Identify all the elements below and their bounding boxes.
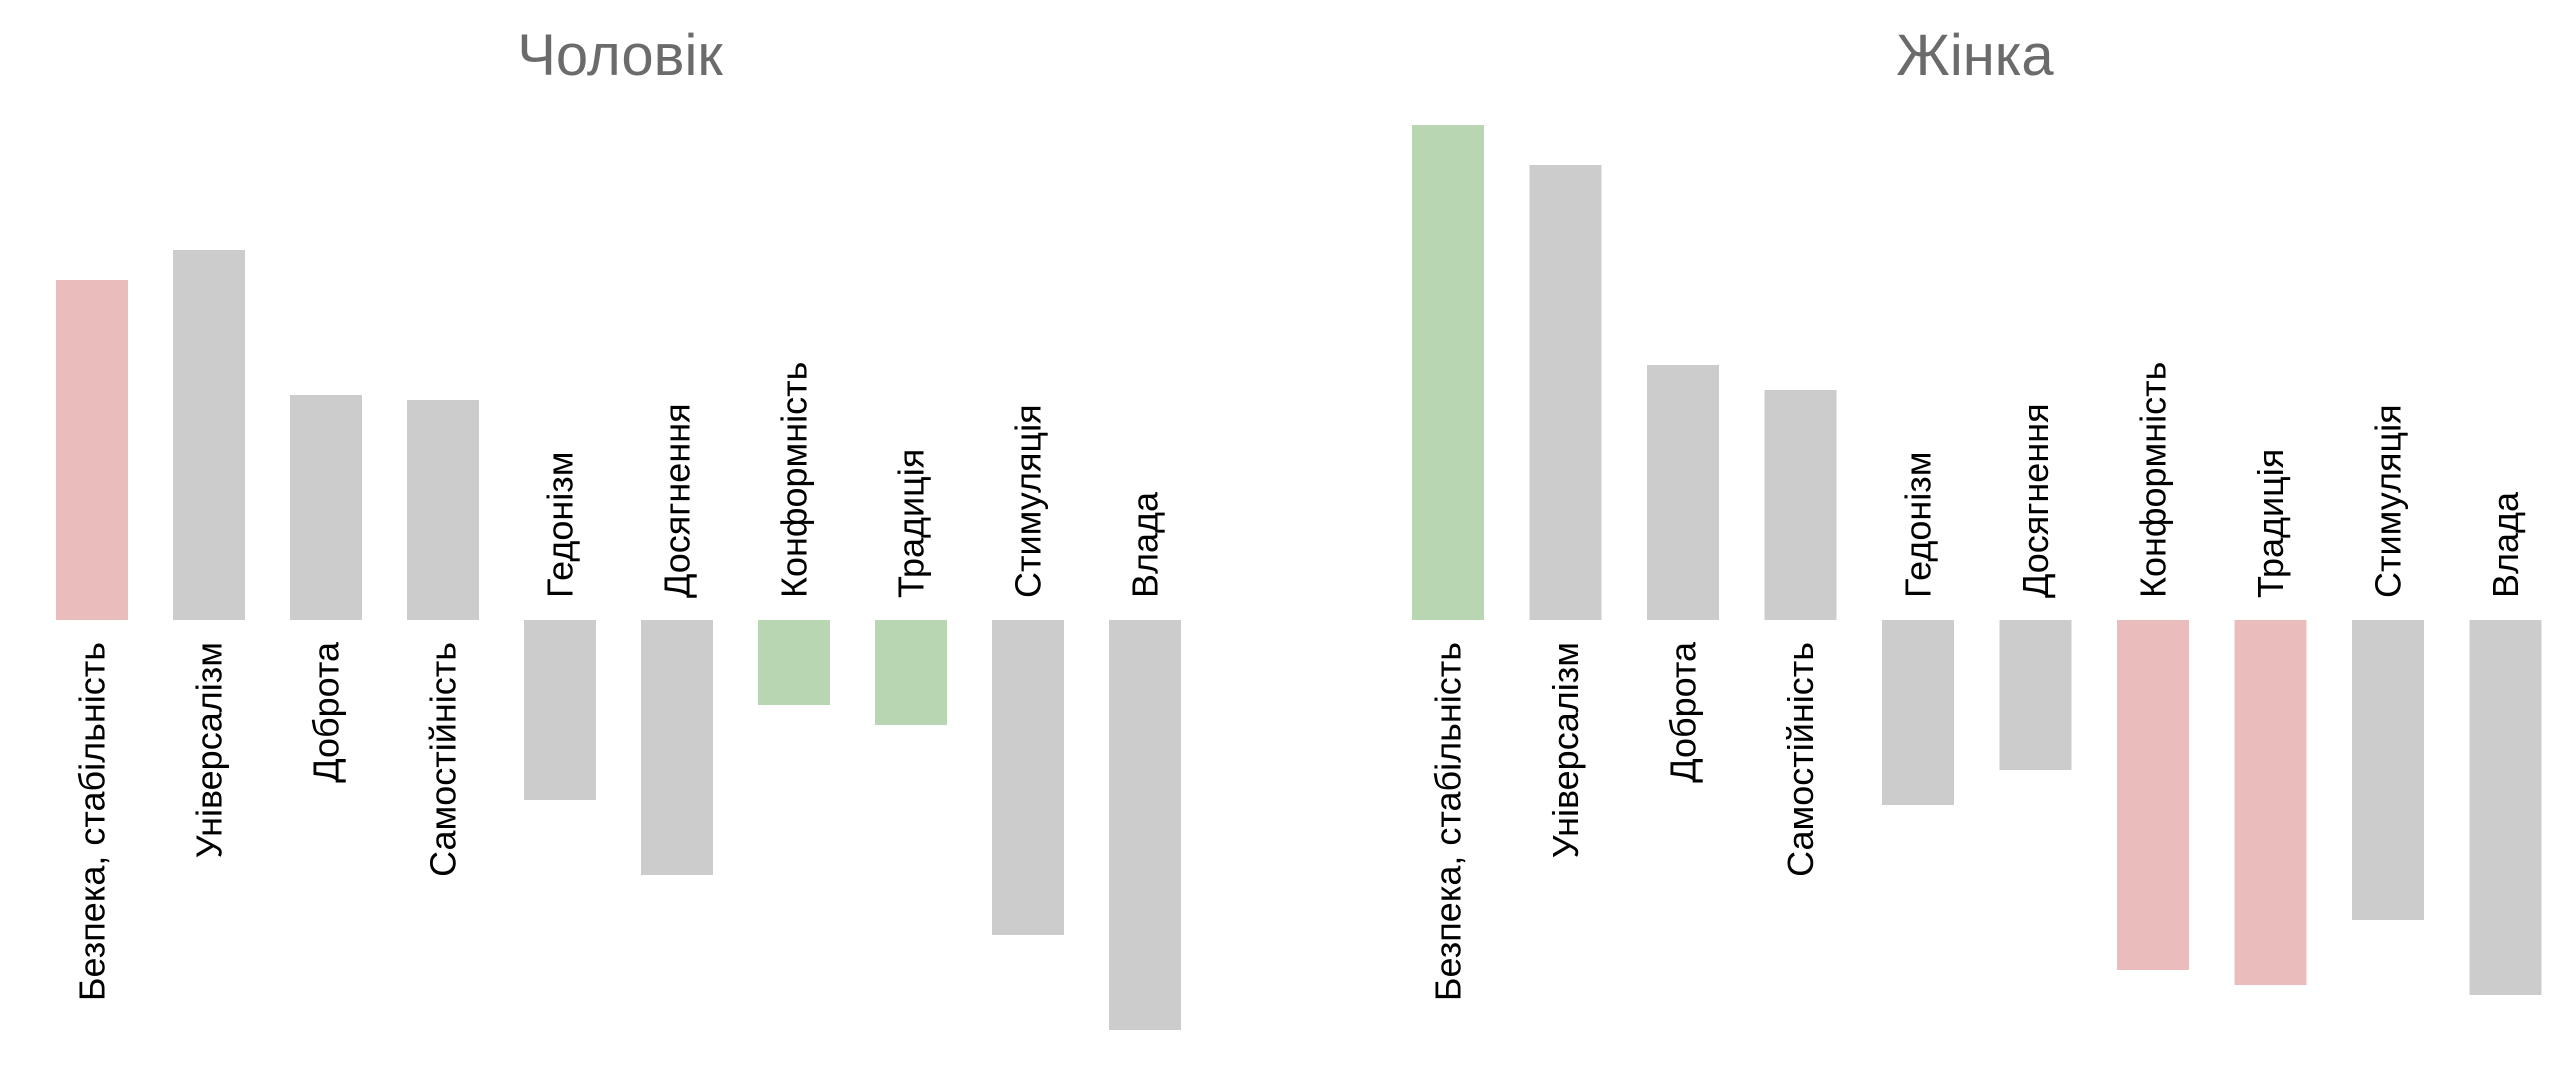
category-label: Самостійність	[1780, 642, 1821, 877]
category-label: Досягнення	[2015, 403, 2056, 598]
category-label: Досягнення	[657, 403, 698, 598]
category-label: Влада	[2485, 491, 2526, 598]
category-label: Доброта	[306, 641, 347, 783]
category-label: Універсалізм	[1545, 642, 1586, 858]
category-label: Традиція	[2250, 449, 2291, 598]
bar	[2117, 620, 2189, 970]
category-label: Гедонізм	[540, 452, 581, 598]
bar	[641, 620, 713, 875]
category-label: Самостійність	[423, 642, 464, 877]
bar	[407, 400, 479, 620]
category-label: Традиція	[891, 449, 932, 598]
category-label: Безпека, стабільність	[1428, 642, 1469, 1001]
bar	[758, 620, 830, 705]
category-label: Доброта	[1663, 641, 1704, 783]
bar	[875, 620, 947, 725]
bar	[1765, 390, 1837, 620]
bar	[2235, 620, 2307, 985]
bar	[2000, 620, 2072, 770]
bar	[290, 395, 362, 620]
panel-title: Чоловік	[517, 23, 723, 88]
bar	[2470, 620, 2542, 995]
bar	[1530, 165, 1602, 620]
category-label: Стимуляція	[2368, 404, 2409, 598]
bar	[173, 250, 245, 620]
category-label: Безпека, стабільність	[72, 642, 113, 1001]
category-label: Конформність	[2133, 362, 2174, 598]
bar	[524, 620, 596, 800]
bar	[1647, 365, 1719, 620]
category-label: Гедонізм	[1898, 452, 1939, 598]
category-label: Універсалізм	[189, 642, 230, 858]
bar	[56, 280, 128, 620]
bar	[2352, 620, 2424, 920]
bar	[1109, 620, 1181, 1030]
bar	[1882, 620, 1954, 805]
bar	[1412, 125, 1484, 620]
panel-title: Жінка	[1896, 23, 2054, 88]
bar	[992, 620, 1064, 935]
category-label: Стимуляція	[1008, 404, 1049, 598]
category-label: Конформність	[774, 362, 815, 598]
category-label: Влада	[1125, 491, 1166, 598]
